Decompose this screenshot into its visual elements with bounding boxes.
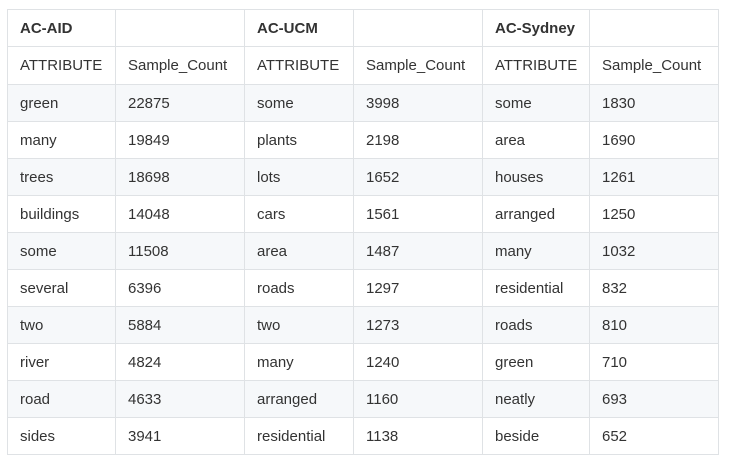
table-row: buildings 14048 cars 1561 arranged 1250 — [7, 195, 719, 233]
subheader-cell: ATTRIBUTE — [244, 46, 354, 85]
aid-count-cell: 4633 — [115, 380, 245, 418]
table-row: many 19849 plants 2198 area 1690 — [7, 121, 719, 159]
ucm-attribute-cell: roads — [244, 269, 354, 307]
sydney-count-cell: 1032 — [589, 232, 719, 270]
sydney-attribute-cell: houses — [482, 158, 590, 196]
aid-attribute-cell: road — [7, 380, 116, 418]
ucm-attribute-cell: area — [244, 232, 354, 270]
ucm-attribute-cell: some — [244, 84, 354, 122]
sydney-count-cell: 1250 — [589, 195, 719, 233]
sydney-count-cell: 693 — [589, 380, 719, 418]
ucm-count-cell: 1297 — [353, 269, 483, 307]
ucm-count-cell: 3998 — [353, 84, 483, 122]
ucm-attribute-cell: cars — [244, 195, 354, 233]
sydney-count-cell: 810 — [589, 306, 719, 344]
ucm-count-cell: 1138 — [353, 417, 483, 455]
ucm-count-cell: 2198 — [353, 121, 483, 159]
aid-attribute-cell: many — [7, 121, 116, 159]
aid-attribute-cell: two — [7, 306, 116, 344]
ucm-attribute-cell: two — [244, 306, 354, 344]
subheader-cell: Sample_Count — [115, 46, 245, 85]
table-row: road 4633 arranged 1160 neatly 693 — [7, 380, 719, 418]
dataset-header-row: AC-AID AC-UCM AC-Sydney — [7, 9, 719, 47]
ucm-attribute-cell: plants — [244, 121, 354, 159]
aid-count-cell: 5884 — [115, 306, 245, 344]
aid-count-cell: 3941 — [115, 417, 245, 455]
sydney-attribute-cell: arranged — [482, 195, 590, 233]
table-row: green 22875 some 3998 some 1830 — [7, 84, 719, 122]
ucm-count-cell: 1240 — [353, 343, 483, 381]
sydney-attribute-cell: some — [482, 84, 590, 122]
aid-attribute-cell: sides — [7, 417, 116, 455]
aid-attribute-cell: buildings — [7, 195, 116, 233]
aid-count-cell: 6396 — [115, 269, 245, 307]
ucm-attribute-cell: residential — [244, 417, 354, 455]
aid-attribute-cell: green — [7, 84, 116, 122]
header-empty-1 — [115, 9, 245, 47]
aid-attribute-cell: trees — [7, 158, 116, 196]
table-row: some 11508 area 1487 many 1032 — [7, 232, 719, 270]
sydney-attribute-cell: many — [482, 232, 590, 270]
sydney-attribute-cell: residential — [482, 269, 590, 307]
aid-count-cell: 22875 — [115, 84, 245, 122]
ucm-attribute-cell: many — [244, 343, 354, 381]
ucm-count-cell: 1160 — [353, 380, 483, 418]
attribute-sample-count-table: AC-AID AC-UCM AC-Sydney ATTRIBUTE Sample… — [7, 9, 719, 455]
aid-attribute-cell: river — [7, 343, 116, 381]
sydney-count-cell: 1830 — [589, 84, 719, 122]
aid-attribute-cell: several — [7, 269, 116, 307]
header-empty-3 — [589, 9, 719, 47]
table-row: sides 3941 residential 1138 beside 652 — [7, 417, 719, 455]
ucm-count-cell: 1652 — [353, 158, 483, 196]
table-row: two 5884 two 1273 roads 810 — [7, 306, 719, 344]
subheader-cell: ATTRIBUTE — [482, 46, 590, 85]
aid-count-cell: 11508 — [115, 232, 245, 270]
aid-count-cell: 14048 — [115, 195, 245, 233]
aid-count-cell: 4824 — [115, 343, 245, 381]
ucm-attribute-cell: lots — [244, 158, 354, 196]
aid-attribute-cell: some — [7, 232, 116, 270]
table-row: several 6396 roads 1297 residential 832 — [7, 269, 719, 307]
sydney-count-cell: 832 — [589, 269, 719, 307]
sydney-attribute-cell: green — [482, 343, 590, 381]
subheader-cell: ATTRIBUTE — [7, 46, 116, 85]
table-header: AC-AID AC-UCM AC-Sydney — [7, 9, 719, 47]
header-ac-ucm: AC-UCM — [244, 9, 354, 47]
subheader-cell: Sample_Count — [589, 46, 719, 85]
ucm-attribute-cell: arranged — [244, 380, 354, 418]
sydney-attribute-cell: roads — [482, 306, 590, 344]
attribute-table-container: AC-AID AC-UCM AC-Sydney ATTRIBUTE Sample… — [7, 9, 719, 455]
header-ac-aid: AC-AID — [7, 9, 116, 47]
sydney-count-cell: 1690 — [589, 121, 719, 159]
table-row: river 4824 many 1240 green 710 — [7, 343, 719, 381]
sydney-attribute-cell: area — [482, 121, 590, 159]
subheader-row: ATTRIBUTE Sample_Count ATTRIBUTE Sample_… — [7, 46, 719, 85]
subheader-cell: Sample_Count — [353, 46, 483, 85]
table-row: trees 18698 lots 1652 houses 1261 — [7, 158, 719, 196]
ucm-count-cell: 1561 — [353, 195, 483, 233]
header-ac-sydney: AC-Sydney — [482, 9, 590, 47]
sydney-attribute-cell: neatly — [482, 380, 590, 418]
aid-count-cell: 19849 — [115, 121, 245, 159]
ucm-count-cell: 1273 — [353, 306, 483, 344]
table-body: ATTRIBUTE Sample_Count ATTRIBUTE Sample_… — [7, 46, 719, 455]
ucm-count-cell: 1487 — [353, 232, 483, 270]
sydney-count-cell: 1261 — [589, 158, 719, 196]
sydney-count-cell: 710 — [589, 343, 719, 381]
sydney-count-cell: 652 — [589, 417, 719, 455]
header-empty-2 — [353, 9, 483, 47]
sydney-attribute-cell: beside — [482, 417, 590, 455]
aid-count-cell: 18698 — [115, 158, 245, 196]
